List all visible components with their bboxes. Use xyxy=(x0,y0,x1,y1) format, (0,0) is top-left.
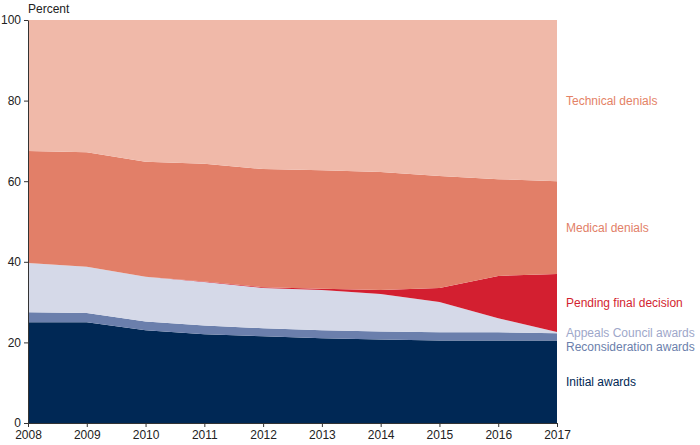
tick-mark xyxy=(381,423,382,427)
tick: 2015 xyxy=(427,423,454,442)
area-series xyxy=(28,20,557,181)
tick: 2011 xyxy=(192,423,218,442)
tick-label: 40 xyxy=(8,255,22,269)
tick: 2012 xyxy=(250,423,277,442)
tick-mark xyxy=(24,342,28,343)
axis-line xyxy=(28,21,29,424)
series-label: Pending final decision xyxy=(566,296,683,310)
series-labels: Technical denials Medical denials Pending … xyxy=(566,94,695,389)
tick-mark xyxy=(24,262,28,263)
tick-label: 2017 xyxy=(544,428,571,442)
tick-label: 80 xyxy=(8,94,22,108)
tick: 0 xyxy=(14,416,28,430)
plot-area xyxy=(28,20,557,423)
tick-mark xyxy=(498,423,499,427)
tick-label: 2012 xyxy=(250,428,277,442)
tick-label: 2009 xyxy=(74,428,101,442)
tick-mark xyxy=(87,423,88,427)
tick-mark xyxy=(24,20,28,21)
tick-mark xyxy=(24,181,28,182)
tick-label: 20 xyxy=(8,336,22,350)
series-label: Reconsideration awards xyxy=(566,340,695,354)
tick: 40 xyxy=(8,255,28,269)
tick: 2014 xyxy=(368,423,395,442)
tick: 2017 xyxy=(544,423,571,442)
tick-label: 0 xyxy=(14,416,21,430)
tick-label: 60 xyxy=(8,175,22,189)
tick-mark xyxy=(263,423,264,427)
tick: 100 xyxy=(1,13,28,27)
series-label: Initial awards xyxy=(566,375,636,389)
series-label: Technical denials xyxy=(566,94,657,108)
tick-label: 2011 xyxy=(192,428,218,442)
axis-title: Percent xyxy=(28,2,70,16)
tick-mark xyxy=(28,423,29,427)
tick-mark xyxy=(204,423,205,427)
tick-label: 2014 xyxy=(368,428,395,442)
tick-label: 2015 xyxy=(427,428,454,442)
tick: 60 xyxy=(8,175,28,189)
axis-line xyxy=(29,423,558,424)
tick: 80 xyxy=(8,94,28,108)
y-axis: 0 20 40 60 80 100 xyxy=(1,13,29,430)
series-label: Appeals Council awards xyxy=(566,326,695,340)
tick-label: 2013 xyxy=(309,428,336,442)
chart: 2008200920102011201220132014201520162017… xyxy=(0,0,700,445)
tick-label: 2010 xyxy=(133,428,160,442)
x-axis: 2008200920102011201220132014201520162017 xyxy=(15,423,571,442)
tick-mark xyxy=(439,423,440,427)
tick-label: 100 xyxy=(1,13,21,27)
tick: 2010 xyxy=(133,423,160,442)
tick-mark xyxy=(557,423,558,427)
tick-label: 2016 xyxy=(485,428,512,442)
tick-mark xyxy=(322,423,323,427)
tick: 20 xyxy=(8,336,28,350)
tick-mark xyxy=(24,423,28,424)
tick-mark xyxy=(24,101,28,102)
tick: 2016 xyxy=(485,423,512,442)
tick-mark xyxy=(146,423,147,427)
tick: 2013 xyxy=(309,423,336,442)
series-label: Medical denials xyxy=(566,221,649,235)
tick: 2009 xyxy=(74,423,101,442)
